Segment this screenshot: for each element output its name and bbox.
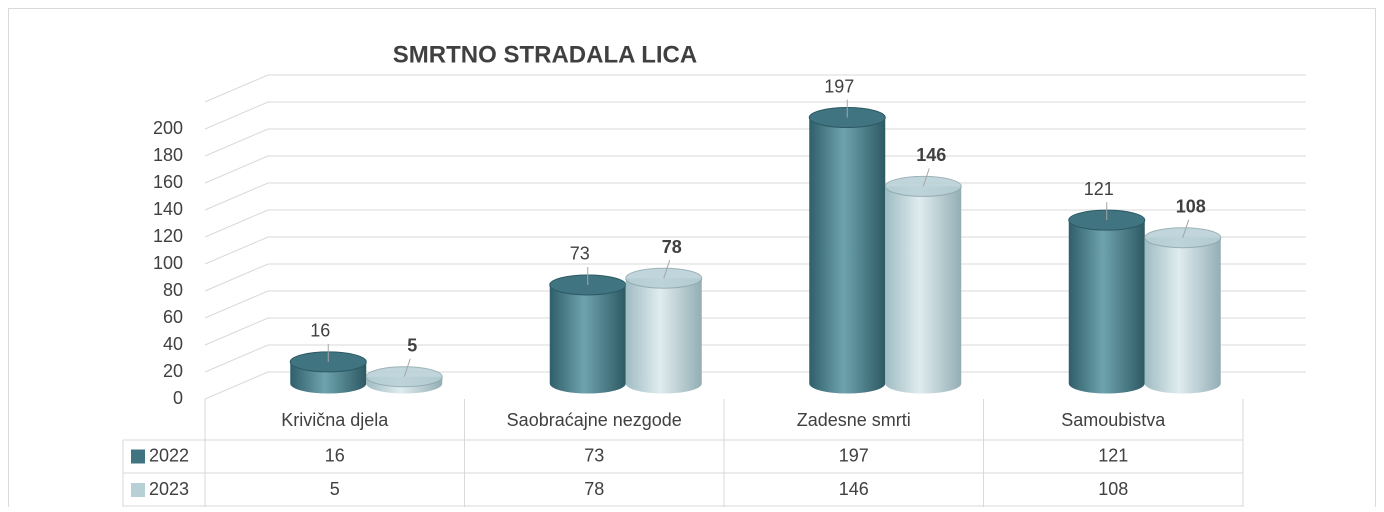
y-tick-label: 180 [153,145,183,165]
bar [1144,227,1222,394]
y-tick-label: 20 [163,361,183,381]
bar [549,274,627,394]
category-label: Samoubistva [1061,410,1166,430]
bar-body [625,278,702,394]
grid-line [204,155,269,184]
bar [365,366,443,394]
legend-swatch [131,449,145,464]
data-label: 5 [407,336,417,356]
category-label: Zadesne smrti [797,410,911,430]
data-label: 78 [662,237,682,257]
bar-body [885,186,962,394]
bar [1068,209,1146,394]
category-label: Saobraćajne nezgode [507,410,682,430]
y-tick-label: 40 [163,334,183,354]
grid-line [204,182,269,211]
leader-line [1182,219,1190,238]
data-label: 197 [824,76,854,96]
grid-line [204,290,269,319]
y-tick-label: 0 [173,388,183,408]
data-label: 73 [570,244,590,264]
y-tick-label: 160 [153,172,183,192]
bar-body [809,117,886,394]
grid-line [204,371,269,400]
y-tick-label: 120 [153,226,183,246]
leader-line [922,168,930,187]
grid-line [204,263,269,292]
data-label: 146 [916,145,946,165]
chart-border [8,8,1376,512]
y-tick-label: 60 [163,307,183,327]
chart-title: SMRTNO STRADALA LICA [393,41,697,68]
grid-line [204,209,269,238]
y-tick-label: 140 [153,199,183,219]
table-value: 5 [330,479,340,499]
y-tick-label: 100 [153,253,183,273]
grid-line [204,101,269,130]
bar-body [1144,237,1221,394]
legend-label: 2022 [149,445,189,465]
table-value: 73 [584,445,604,465]
bar [808,107,886,394]
legend-label: 2023 [149,479,189,499]
grid-line [204,128,269,157]
bar [884,175,962,394]
wall-top [204,74,269,103]
table-value: 16 [325,445,345,465]
y-tick-label: 80 [163,280,183,300]
category-label: Krivična djela [281,410,389,430]
bar-body [549,284,626,394]
grid-line [204,317,269,346]
table-value: 108 [1098,479,1128,499]
grid-line [204,236,269,265]
y-tick-label: 200 [153,118,183,138]
data-label: 108 [1176,196,1206,216]
table-value: 146 [839,479,869,499]
leader-line [663,260,671,279]
table-value: 78 [584,479,604,499]
bar-body [1068,220,1145,394]
leader-line [403,358,411,377]
data-label: 121 [1084,179,1114,199]
data-label: 16 [310,321,330,341]
legend-swatch [131,483,145,497]
bar [625,267,703,394]
table-value: 121 [1098,445,1128,465]
table-value: 197 [839,445,869,465]
grid-line [204,344,269,373]
